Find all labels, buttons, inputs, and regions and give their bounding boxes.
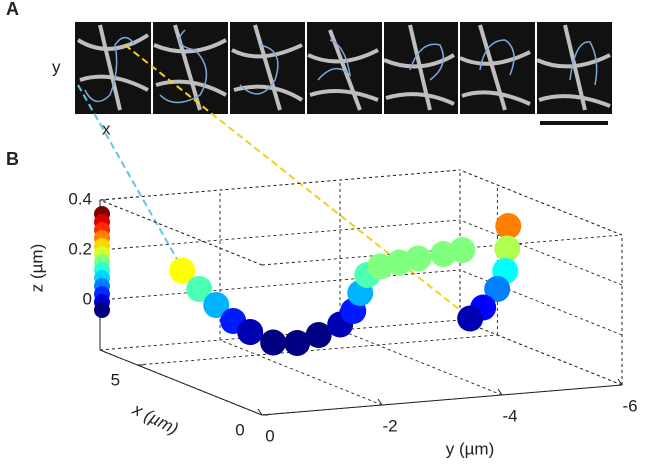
grid-line xyxy=(261,384,623,416)
plot-3d: 0 0.2 0.4 0 -2 -4 -6 0 5 z (µm) y (µm) x (µm) xyxy=(27,169,638,458)
panel-label: A xyxy=(6,0,19,19)
z-tick-label: 0 xyxy=(83,289,92,308)
z-axis-label: z (µm) xyxy=(27,244,46,293)
grid-line xyxy=(459,169,623,236)
y-tick-label: -6 xyxy=(622,396,637,415)
grid-line xyxy=(459,269,623,336)
z-tick-label: 0.2 xyxy=(68,239,92,258)
data-point xyxy=(484,276,511,302)
grid-line xyxy=(219,339,383,406)
x-tick-label: 5 xyxy=(111,370,120,389)
data-point xyxy=(260,329,287,356)
filaments xyxy=(76,24,611,111)
z-tick-label: 0.4 xyxy=(68,189,92,208)
data-point xyxy=(495,213,522,239)
grid-line xyxy=(339,329,503,396)
data-point xyxy=(305,322,332,348)
tick-mark xyxy=(377,398,383,406)
image-strip xyxy=(75,22,612,125)
grid-line xyxy=(99,219,461,251)
data-point xyxy=(457,305,484,332)
data-point xyxy=(186,276,213,302)
image-axis-label: x xyxy=(102,119,111,138)
data-point xyxy=(284,330,311,356)
data-point xyxy=(169,257,196,284)
scale-bar xyxy=(540,121,608,125)
grid-line xyxy=(137,334,498,366)
grid-line xyxy=(99,269,461,301)
data-point xyxy=(405,245,432,272)
contours xyxy=(84,29,598,104)
grid-line xyxy=(99,169,461,201)
connector-line xyxy=(77,84,183,269)
x-axis-label: x (µm) xyxy=(129,399,182,438)
tile-separators xyxy=(151,22,537,114)
tick-mark xyxy=(497,388,503,396)
tick-mark xyxy=(257,408,263,416)
image-axis-label: y xyxy=(52,57,61,76)
data-point xyxy=(494,235,521,262)
y-tick-label: 0 xyxy=(265,426,274,445)
panel-label: B xyxy=(6,149,19,169)
y-tick-label: -4 xyxy=(502,406,517,425)
grid-line xyxy=(459,219,623,286)
data-point xyxy=(203,292,230,318)
grid-line xyxy=(459,319,623,386)
colorbar-swatch xyxy=(94,302,110,318)
box-edge xyxy=(99,199,263,266)
data-point xyxy=(237,319,264,345)
tick-mark xyxy=(617,378,623,386)
grid-line xyxy=(99,349,263,416)
connector-line xyxy=(124,44,471,319)
x-tick-label: 0 xyxy=(235,420,244,439)
y-axis-label: y (µm) xyxy=(446,439,495,458)
data-point xyxy=(449,237,476,263)
y-tick-label: -2 xyxy=(382,416,397,435)
